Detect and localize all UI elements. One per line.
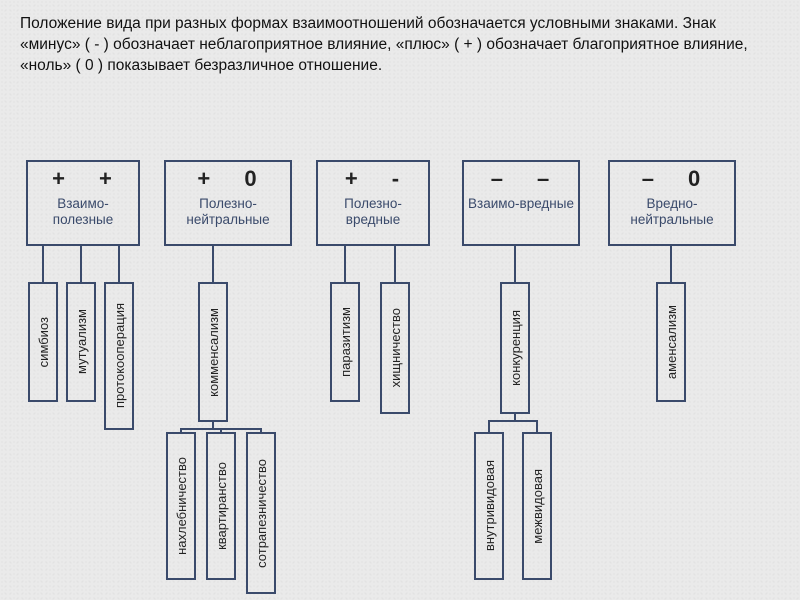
category-c3: + -Полезно-вредные xyxy=(316,160,430,246)
category-label: Полезно-вредные xyxy=(318,192,428,233)
node-label: квартиранство xyxy=(214,460,229,552)
signs: – – xyxy=(464,162,578,192)
node-мутуализм: мутуализм xyxy=(66,282,96,402)
category-label: Вредно-нейтральные xyxy=(610,192,734,233)
category-c1: + +Взаимо-полезные xyxy=(26,160,140,246)
node-хищничество: хищничество xyxy=(380,282,410,414)
node-аменсализм: аменсализм xyxy=(656,282,686,402)
category-label: Взаимо-вредные xyxy=(464,192,578,218)
category-c4: – –Взаимо-вредные xyxy=(462,160,580,246)
connector xyxy=(212,246,214,282)
connector xyxy=(118,246,120,282)
node-квартиранство: квартиранство xyxy=(206,432,236,580)
node-комменсализм: комменсализм xyxy=(198,282,228,422)
node-label: комменсализм xyxy=(206,306,221,399)
node-конкуренция: конкуренция xyxy=(500,282,530,414)
connector xyxy=(42,246,44,282)
node-label: нахлебничество xyxy=(174,455,189,557)
connector xyxy=(344,246,346,282)
signs: + - xyxy=(318,162,428,192)
node-нахлебничество: нахлебничество xyxy=(166,432,196,580)
signs: + 0 xyxy=(166,162,290,192)
node-паразитизм: паразитизм xyxy=(330,282,360,402)
connector xyxy=(536,420,538,432)
category-c5: – 0Вредно-нейтральные xyxy=(608,160,736,246)
node-внутривидовая: внутривидовая xyxy=(474,432,504,580)
node-label: хищничество xyxy=(388,306,403,389)
connector xyxy=(488,420,516,422)
node-симбиоз: симбиоз xyxy=(28,282,58,402)
intro-text: Положение вида при разных формах взаимоо… xyxy=(0,0,800,77)
node-протокооперация: протокооперация xyxy=(104,282,134,430)
connector xyxy=(488,420,490,432)
node-label: конкуренция xyxy=(508,308,523,388)
category-label: Полезно-нейтральные xyxy=(166,192,290,233)
connector xyxy=(514,246,516,282)
node-label: паразитизм xyxy=(338,305,353,379)
signs: + + xyxy=(28,162,138,192)
node-label: мутуализм xyxy=(74,307,89,376)
connector xyxy=(260,428,262,432)
node-label: внутривидовая xyxy=(482,458,497,553)
connector xyxy=(670,246,672,282)
category-label: Взаимо-полезные xyxy=(28,192,138,233)
node-label: сотрапезничество xyxy=(254,457,269,570)
connector xyxy=(180,428,214,430)
node-label: симбиоз xyxy=(36,315,51,369)
category-c2: + 0Полезно-нейтральные xyxy=(164,160,292,246)
connector xyxy=(180,428,182,432)
node-label: протокооперация xyxy=(112,301,127,410)
connector xyxy=(212,428,262,430)
node-label: межвидовая xyxy=(530,467,545,546)
connector xyxy=(80,246,82,282)
connector xyxy=(394,246,396,282)
node-межвидовая: межвидовая xyxy=(522,432,552,580)
node-сотрапезничество: сотрапезничество xyxy=(246,432,276,594)
connector xyxy=(514,420,538,422)
node-label: аменсализм xyxy=(664,303,679,381)
signs: – 0 xyxy=(610,162,734,192)
